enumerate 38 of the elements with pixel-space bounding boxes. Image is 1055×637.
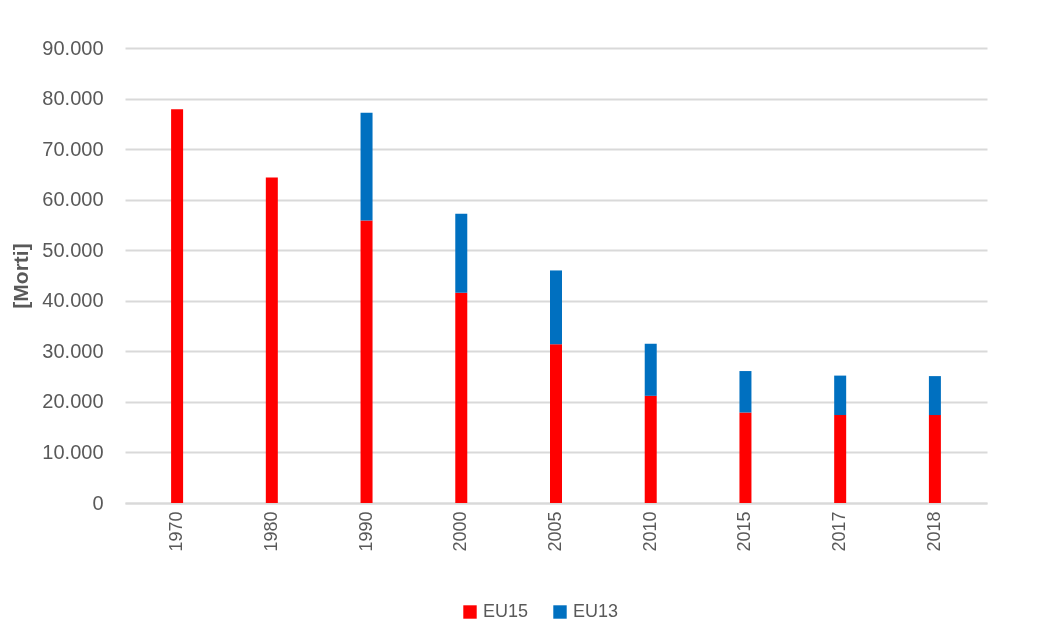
bar [739, 412, 752, 503]
bar [455, 213, 468, 293]
y-tick-label: 90.000 [42, 36, 104, 59]
bar [928, 376, 941, 416]
y-tick-label: 20.000 [42, 390, 104, 413]
x-tick-label: 2000 [450, 511, 471, 552]
bar [550, 270, 562, 345]
y-tick-label: 80.000 [42, 87, 104, 110]
bar [550, 344, 562, 503]
bar [360, 220, 373, 503]
legend-label: EU15 [483, 601, 529, 621]
y-tick-label: 40.000 [42, 289, 104, 312]
x-tick-label: 1990 [355, 511, 376, 552]
bar [171, 109, 184, 503]
x-tick-label: 2018 [923, 511, 944, 552]
bar [644, 395, 657, 503]
y-tick-label: 50.000 [42, 238, 104, 261]
y-tick-label: 0 [92, 491, 104, 514]
y-tick-label: 30.000 [42, 339, 104, 362]
y-axis-title: [Morti] [9, 243, 33, 309]
x-tick-label: 2005 [545, 511, 565, 552]
legend-label: EU13 [573, 601, 619, 621]
x-tick-label: 1970 [166, 511, 187, 552]
y-tick-label: 70.000 [42, 137, 104, 160]
x-tick-label: 1980 [260, 511, 281, 552]
bar [455, 292, 468, 503]
x-tick-label: 2015 [734, 511, 755, 552]
x-tick-label: 2010 [639, 511, 660, 552]
bar [265, 177, 278, 503]
x-tick-label: 2017 [829, 511, 850, 552]
bar [834, 415, 847, 503]
y-tick-label: 60.000 [42, 188, 104, 211]
bar [644, 343, 657, 396]
bar [739, 371, 752, 413]
bar [834, 375, 847, 416]
bar [928, 415, 941, 503]
y-tick-label: 10.000 [42, 440, 104, 463]
bar [360, 112, 373, 221]
